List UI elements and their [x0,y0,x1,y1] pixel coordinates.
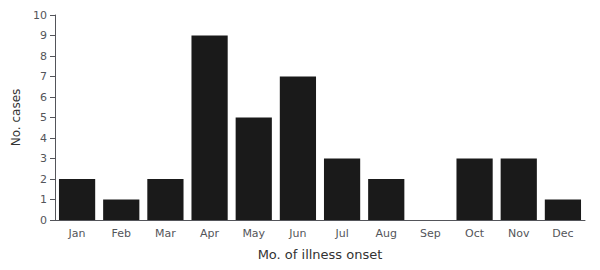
svg-text:Dec: Dec [552,227,573,240]
svg-text:Feb: Feb [112,227,131,240]
svg-text:9: 9 [40,29,47,42]
svg-text:Apr: Apr [200,227,220,240]
svg-text:2: 2 [40,173,47,186]
svg-text:8: 8 [40,50,47,63]
svg-text:3: 3 [40,152,47,165]
svg-text:Aug: Aug [376,227,397,240]
svg-text:5: 5 [40,111,47,124]
svg-text:Jan: Jan [68,227,86,240]
svg-text:Sep: Sep [420,227,441,240]
svg-text:Jun: Jun [288,227,306,240]
svg-text:May: May [242,227,265,240]
svg-text:Nov: Nov [508,227,530,240]
svg-text:No. cases: No. cases [9,89,23,147]
svg-text:6: 6 [40,91,47,104]
svg-text:Mo. of illness onset: Mo. of illness onset [258,247,383,262]
svg-text:1: 1 [40,193,47,206]
svg-text:4: 4 [40,132,47,145]
svg-text:0: 0 [40,214,47,227]
svg-text:7: 7 [40,70,47,83]
svg-text:10: 10 [33,9,47,22]
svg-text:Mar: Mar [155,227,176,240]
svg-text:Jul: Jul [334,227,348,240]
svg-text:Oct: Oct [465,227,485,240]
